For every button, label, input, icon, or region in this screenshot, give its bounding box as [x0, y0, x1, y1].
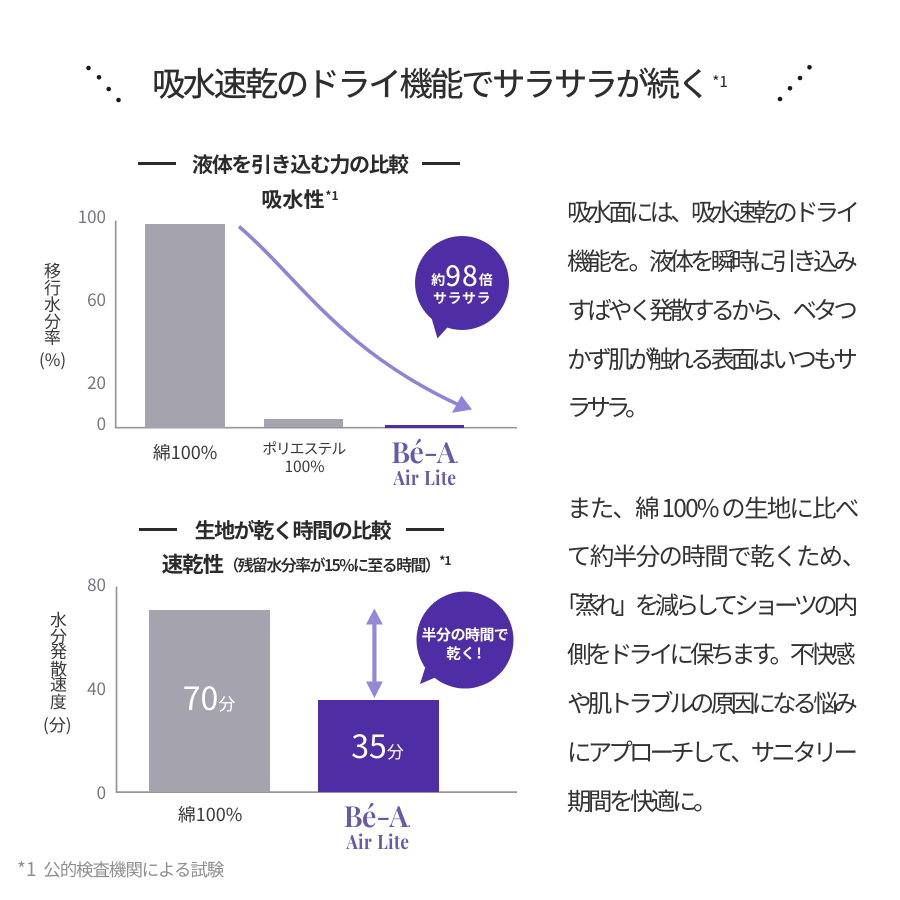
svg-text:半分の時間で: 半分の時間で	[421, 624, 508, 645]
svg-text:乾く!: 乾く!	[446, 643, 481, 664]
svg-text:サラサラ: サラサラ	[433, 288, 491, 308]
